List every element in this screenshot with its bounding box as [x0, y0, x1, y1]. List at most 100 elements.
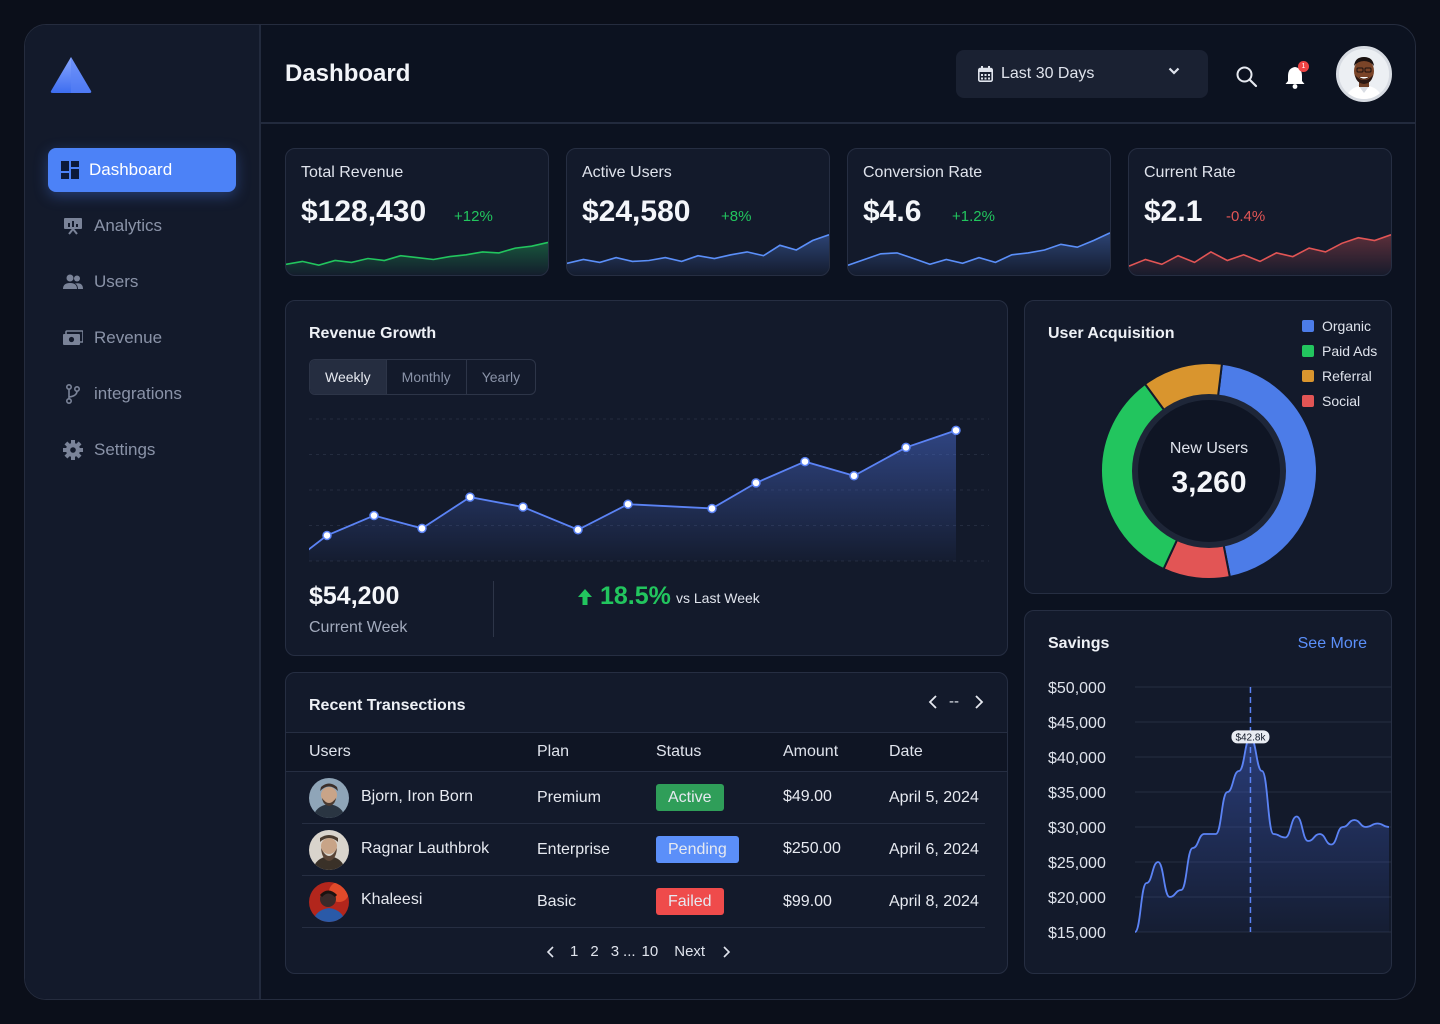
- next-page-button[interactable]: Next: [674, 943, 706, 960]
- revenue-point: [951, 425, 961, 436]
- revenue-point: [417, 523, 427, 534]
- logo-icon[interactable]: [49, 55, 93, 95]
- legend-label: Organic: [1322, 317, 1372, 334]
- y-tick-label: $15,000: [1048, 925, 1106, 942]
- sparkline-area: [1129, 234, 1391, 275]
- page-ellipsis: ...: [623, 943, 636, 960]
- sparkline-line: [567, 234, 829, 265]
- grid-icon: [60, 160, 80, 180]
- tab-monthly[interactable]: Monthly: [387, 360, 467, 394]
- sidebar-item-users[interactable]: Users: [48, 260, 236, 304]
- legend-swatch: [1302, 394, 1314, 407]
- notifications-button[interactable]: 1: [1283, 61, 1317, 91]
- savings-card: Savings See More $50,000 $45,000 $40,000 $3…: [1024, 610, 1392, 974]
- user-avatar: [309, 830, 349, 870]
- chevron-right-icon[interactable]: [723, 945, 731, 958]
- sidebar-item-label: Users: [94, 272, 139, 291]
- revenue-point: [623, 499, 633, 509]
- kpi-card-current-rate[interactable]: Current Rate $2.1 -0.4%: [1128, 148, 1392, 276]
- sparkline-line: [1129, 234, 1391, 267]
- kpi-value: $128,430: [301, 195, 427, 228]
- date-range-select[interactable]: Last 30 Days: [956, 50, 1208, 98]
- sidebar-item-analytics[interactable]: Analytics: [48, 204, 236, 248]
- kpi-label: Current Rate: [1144, 164, 1236, 181]
- current-week-value: $54,200: [309, 582, 400, 610]
- kpi-delta: +8%: [721, 208, 752, 225]
- donut-center-value: 3,260: [1171, 466, 1247, 499]
- section-title: Savings: [1048, 635, 1110, 652]
- sidebar-item-integrations[interactable]: integrations: [48, 372, 236, 416]
- legend-item: Social: [1302, 388, 1377, 413]
- amount: $49.00: [783, 788, 832, 805]
- revenue-point: [465, 492, 475, 502]
- revenue-point: [707, 503, 717, 514]
- presentation-icon: [63, 216, 83, 236]
- kpi-delta: +1.2%: [952, 208, 995, 225]
- user-acquisition-card: User Acquisition Organic Paid Ads Referr…: [1024, 300, 1392, 594]
- column-header: Date: [889, 743, 923, 760]
- y-tick-label: $50,000: [1048, 680, 1106, 697]
- acquisition-donut-chart: [1100, 362, 1318, 580]
- status-badge: Active: [656, 784, 724, 811]
- y-tick-label: $40,000: [1048, 750, 1106, 767]
- change-percent: 18.5%: [600, 582, 671, 610]
- savings-area: [1135, 737, 1389, 932]
- date-range-value: Last 30 Days: [1001, 65, 1095, 82]
- page-10[interactable]: 10: [641, 943, 659, 960]
- page-1[interactable]: 1: [570, 943, 579, 960]
- legend-swatch: [1302, 319, 1314, 332]
- calendar-icon: [978, 66, 993, 82]
- recent-transactions-card: Recent Transections -- Users Plan Status…: [285, 672, 1008, 974]
- chevron-right-icon[interactable]: [974, 695, 984, 709]
- sidebar-item-dashboard[interactable]: Dashboard: [48, 148, 236, 192]
- sidebar-item-label: Revenue: [94, 328, 163, 347]
- chevron-left-icon[interactable]: [546, 945, 554, 958]
- table-row[interactable]: Ragnar Lauthbrok Enterprise Pending $250…: [302, 824, 985, 876]
- revenue-point: [751, 478, 761, 488]
- sidebar-item-revenue[interactable]: Revenue: [48, 316, 236, 360]
- user-name: Bjorn, Iron Born: [361, 788, 474, 805]
- date: April 6, 2024: [889, 841, 979, 858]
- plan: Premium: [537, 789, 602, 806]
- sparkline-line: [286, 241, 548, 267]
- top-header: Dashboard Last 30 Days 1: [261, 25, 1415, 124]
- legend-swatch: [1302, 369, 1314, 382]
- kpi-value: $24,580: [582, 195, 691, 228]
- date: April 8, 2024: [889, 893, 979, 910]
- section-title: User Acquisition: [1048, 325, 1175, 342]
- chevron-left-icon[interactable]: [928, 695, 938, 709]
- kpi-card-conversion-rate[interactable]: Conversion Rate $4.6 +1.2%: [847, 148, 1111, 276]
- kpi-sparkline: [848, 232, 1110, 275]
- table-row[interactable]: Khaleesi Basic Failed $99.00 April 8, 20…: [302, 876, 985, 928]
- sparkline-line: [848, 232, 1110, 266]
- sidebar-item-label: Settings: [94, 440, 156, 459]
- amount: $250.00: [783, 840, 841, 857]
- user-name: Ragnar Lauthbrok: [361, 840, 490, 857]
- sparkline-area: [286, 242, 548, 275]
- sidebar-item-settings[interactable]: Settings: [48, 428, 236, 472]
- user-avatar[interactable]: [1336, 46, 1392, 102]
- table-row[interactable]: Bjorn, Iron Born Premium Active $49.00 A…: [302, 772, 985, 824]
- tab-yearly[interactable]: Yearly: [481, 369, 521, 385]
- tab-weekly[interactable]: Weekly: [310, 360, 387, 394]
- sidebar-item-label: Dashboard: [89, 160, 173, 179]
- page-2[interactable]: 2: [590, 943, 599, 960]
- legend-swatch: [1302, 344, 1314, 357]
- kpi-sparkline: [567, 234, 829, 275]
- page-3[interactable]: 3: [610, 943, 620, 960]
- kpi-card-total-revenue[interactable]: Total Revenue $128,430 +12%: [285, 148, 549, 276]
- sidebar-item-label: Analytics: [94, 216, 163, 235]
- legend-item: Paid Ads: [1302, 338, 1377, 363]
- revenue-growth-card: Revenue Growth Weekly Monthly Yearly $54…: [285, 300, 1008, 656]
- sidebar-nav: Dashboard Analytics Users Revenue: [48, 148, 236, 484]
- tooltip-label: $42.8k: [1235, 732, 1266, 743]
- money-icon: [63, 328, 83, 348]
- kpi-value: $2.1: [1144, 195, 1203, 228]
- page-indicator: --: [949, 693, 959, 710]
- app-window: Dashboard Analytics Users Revenue: [24, 24, 1416, 1000]
- kpi-card-active-users[interactable]: Active Users $24,580 +8%: [566, 148, 830, 276]
- sparkline-area: [848, 232, 1110, 275]
- see-more-link[interactable]: See More: [1297, 635, 1367, 652]
- legend-label: Referral: [1322, 367, 1372, 384]
- search-icon[interactable]: [1235, 65, 1259, 89]
